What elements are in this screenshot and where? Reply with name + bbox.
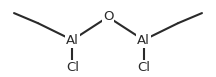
Text: O: O bbox=[103, 10, 113, 23]
Text: Al: Al bbox=[137, 34, 150, 47]
Text: Al: Al bbox=[66, 34, 79, 47]
Text: Cl: Cl bbox=[137, 61, 150, 74]
Text: Cl: Cl bbox=[66, 61, 79, 74]
